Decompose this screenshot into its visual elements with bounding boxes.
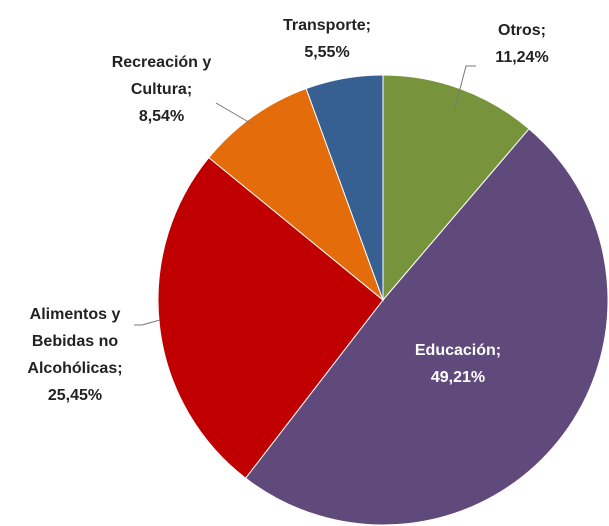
pie-slice — [244, 128, 609, 526]
category-label: Otros; — [498, 22, 546, 39]
slice-label: Alimentos y Bebidas no Alcohólicas; 25,45… — [8, 301, 142, 409]
category-label: Educación; — [414, 342, 502, 359]
pie-slice — [208, 87, 385, 302]
value-label: 8,54% — [138, 108, 185, 125]
leader-line — [215, 102, 253, 125]
value-label: 5,55% — [304, 44, 350, 61]
category-label: Recreación y Cultura; — [111, 54, 212, 98]
leader-line — [454, 65, 476, 109]
leader-lines — [134, 65, 476, 326]
category-label: Alimentos y Bebidas no Alcohólicas; — [27, 306, 123, 377]
pie-slice — [157, 156, 384, 479]
slice-label: Otros; 11,24% — [462, 17, 582, 71]
value-label: 25,45% — [47, 387, 103, 404]
pie-slice — [305, 74, 384, 301]
value-label: 49,21% — [430, 369, 486, 386]
slice-label: Transporte; 5,55% — [262, 12, 392, 66]
pie-slice — [382, 74, 530, 302]
slice-label: Recreación y Cultura; 8,54% — [94, 49, 229, 130]
value-label: 11,24% — [495, 49, 549, 66]
category-label: Transporte; — [282, 17, 371, 34]
leader-line — [134, 319, 161, 326]
slice-label: Educación; 49,21% — [393, 337, 523, 391]
